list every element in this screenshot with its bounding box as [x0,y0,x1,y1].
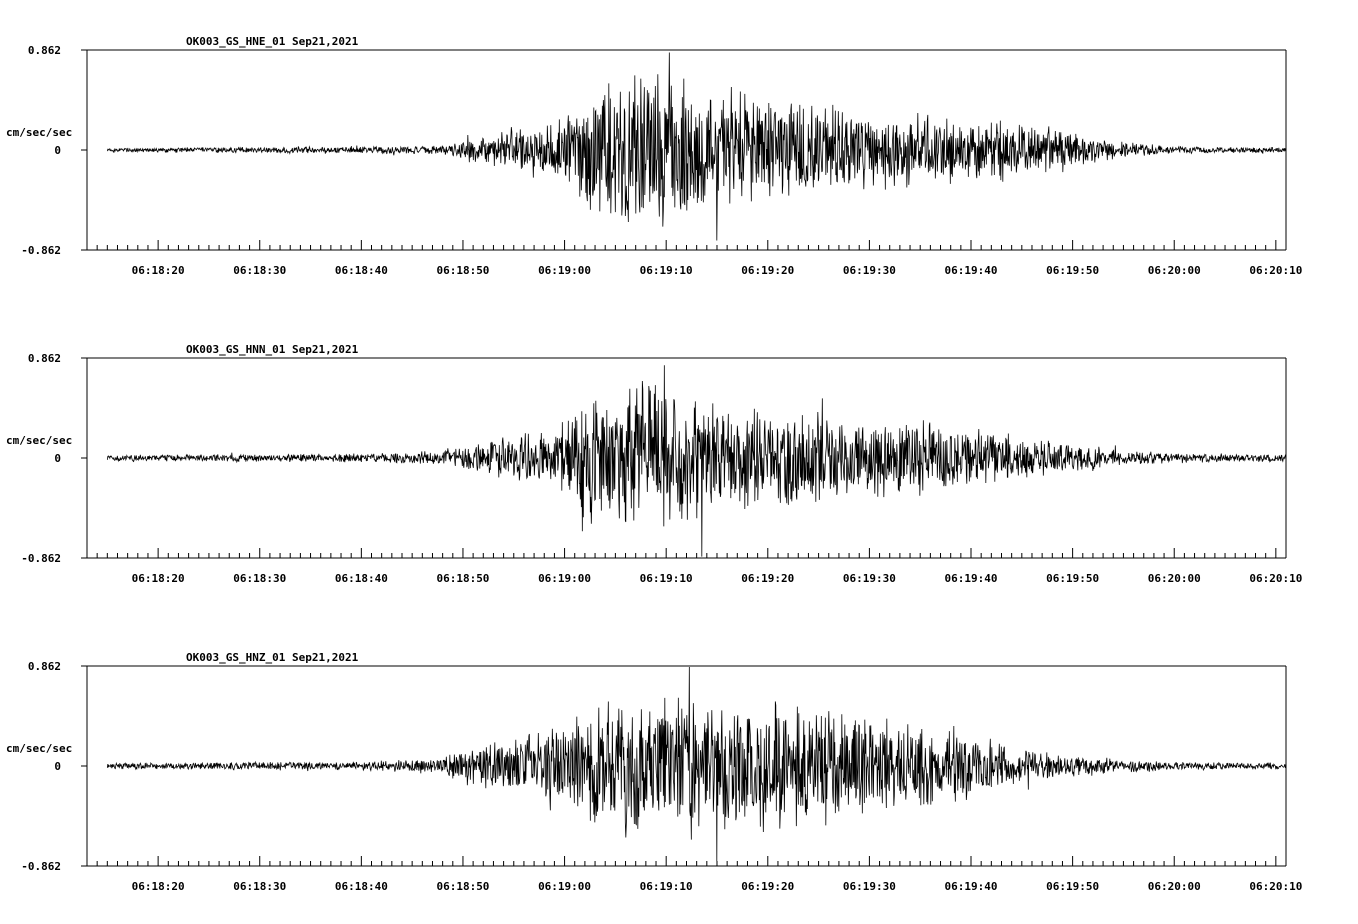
x-tick-label: 06:19:30 [843,880,896,893]
y-tick-label: 0 [54,452,61,465]
y-tick-label: 0.862 [28,44,61,57]
x-tick-label: 06:18:40 [335,880,388,893]
x-tick-label: 06:20:10 [1249,572,1302,585]
x-tick-label: 06:19:10 [640,880,693,893]
seismogram-panel-2: 0.862 0 -0.862 cm/sec/sec OK003_GS_HNN_01 Se… [6,343,1302,585]
x-tick-label: 06:19:00 [538,264,591,277]
y-tick-label: 0.862 [28,352,61,365]
x-tick-label: 06:19:00 [538,572,591,585]
x-tick-label: 06:19:20 [741,572,794,585]
x-tick-label: 06:18:40 [335,264,388,277]
y-tick-label: 0 [54,760,61,773]
y-axis-label: cm/sec/sec [6,434,72,447]
x-tick-label: 06:19:30 [843,572,896,585]
x-tick-label: 06:18:30 [233,264,286,277]
y-tick-label: -0.862 [21,244,61,257]
x-tick-label: 06:19:20 [741,264,794,277]
x-tick-label: 06:19:50 [1046,880,1099,893]
waveform-trace [106,52,1287,241]
x-tick-label: 06:20:00 [1148,264,1201,277]
seismogram-panel-3: 0.862 0 -0.862 cm/sec/sec OK003_GS_HNZ_01 Se… [6,651,1302,893]
x-tick-label: 06:19:00 [538,880,591,893]
y-tick-label: 0.862 [28,660,61,673]
x-tick-label: 06:20:10 [1249,880,1302,893]
x-tick-label: 06:18:50 [436,264,489,277]
x-tick-label: 06:18:30 [233,572,286,585]
x-tick-label: 06:19:40 [945,264,998,277]
chart-title: OK003_GS_HNE_01 Sep21,2021 [186,35,359,48]
x-tick-label: 06:20:10 [1249,264,1302,277]
x-tick-label: 06:18:50 [436,880,489,893]
x-tick-label: 06:19:10 [640,572,693,585]
y-axis-label: cm/sec/sec [6,742,72,755]
y-axis-label: cm/sec/sec [6,126,72,139]
x-tick-label: 06:19:50 [1046,264,1099,277]
x-tick-label: 06:18:20 [132,572,185,585]
x-tick-label: 06:19:20 [741,880,794,893]
x-tick-label: 06:19:50 [1046,572,1099,585]
waveform-trace [106,666,1287,862]
y-tick-label: 0 [54,144,61,157]
x-tick-label: 06:19:40 [945,880,998,893]
chart-title: OK003_GS_HNN_01 Sep21,2021 [186,343,359,356]
seismogram-panel-1: 0.862 0 -0.862 cm/sec/sec OK003_GS_HNE_01 Se… [6,35,1302,277]
x-tick-label: 06:18:20 [132,880,185,893]
x-tick-label: 06:18:30 [233,880,286,893]
chart-title: OK003_GS_HNZ_01 Sep21,2021 [186,651,359,664]
x-tick-label: 06:19:30 [843,264,896,277]
y-tick-label: -0.862 [21,552,61,565]
x-tick-label: 06:18:20 [132,264,185,277]
x-tick-label: 06:19:40 [945,572,998,585]
x-tick-label: 06:19:10 [640,264,693,277]
x-tick-label: 06:20:00 [1148,880,1201,893]
x-tick-label: 06:20:00 [1148,572,1201,585]
x-tick-label: 06:18:40 [335,572,388,585]
x-tick-label: 06:18:50 [436,572,489,585]
y-tick-label: -0.862 [21,860,61,873]
waveform-trace [106,365,1287,557]
